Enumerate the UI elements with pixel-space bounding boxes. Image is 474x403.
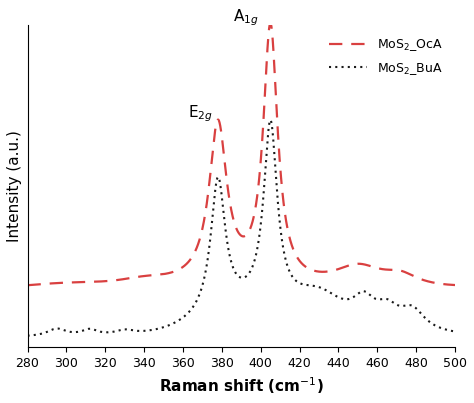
MoS$_2$_BuA	[452, 329, 458, 334]
MoS$_2$_OcA	[444, 282, 450, 287]
Line: MoS$_2$_OcA: MoS$_2$_OcA	[27, 23, 455, 285]
X-axis label: Raman shift (cm$^{-1}$): Raman shift (cm$^{-1}$)	[159, 375, 324, 396]
MoS$_2$_OcA	[25, 283, 30, 288]
MoS$_2$_OcA	[99, 279, 104, 284]
MoS$_2$_OcA	[268, 21, 273, 25]
Y-axis label: Intensity (a.u.): Intensity (a.u.)	[7, 130, 22, 242]
Text: A$_{1g}$: A$_{1g}$	[233, 7, 259, 28]
MoS$_2$_BuA	[189, 307, 194, 312]
MoS$_2$_BuA	[99, 330, 104, 334]
Legend: MoS$_2$_OcA, MoS$_2$_BuA: MoS$_2$_OcA, MoS$_2$_BuA	[323, 31, 449, 83]
MoS$_2$_BuA	[444, 327, 450, 332]
MoS$_2$_OcA	[398, 268, 403, 273]
Text: E$_{2g}$: E$_{2g}$	[188, 104, 213, 124]
MoS$_2$_BuA	[73, 330, 79, 334]
MoS$_2$_OcA	[189, 256, 194, 260]
MoS$_2$_BuA	[398, 303, 403, 308]
MoS$_2$_BuA	[25, 333, 30, 338]
MoS$_2$_BuA	[207, 239, 213, 244]
MoS$_2$_BuA	[268, 118, 273, 123]
MoS$_2$_OcA	[207, 175, 213, 180]
Line: MoS$_2$_BuA: MoS$_2$_BuA	[27, 120, 455, 336]
MoS$_2$_OcA	[73, 280, 79, 285]
MoS$_2$_OcA	[452, 283, 458, 287]
